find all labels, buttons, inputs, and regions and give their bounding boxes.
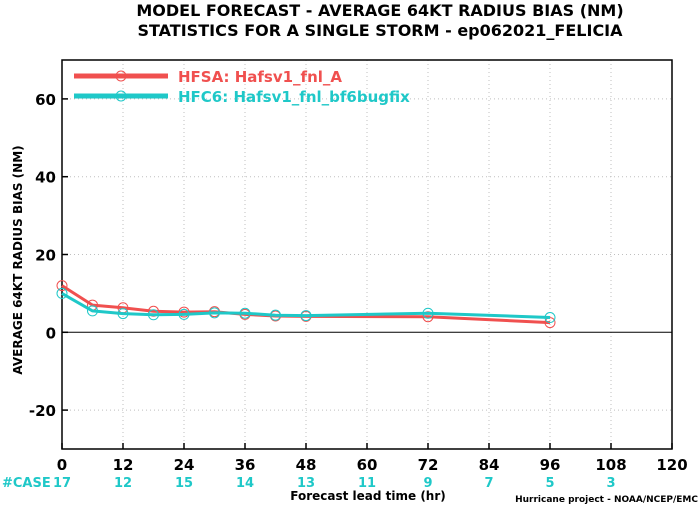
x-axis-label: Forecast lead time (hr) bbox=[290, 489, 446, 503]
y-axis-label: AVERAGE 64KT RADIUS BIAS (NM) bbox=[11, 145, 25, 374]
data-point bbox=[209, 307, 220, 319]
credit-text: Hurricane project - NOAA/NCEP/EMC bbox=[515, 495, 698, 505]
data-point bbox=[300, 310, 312, 322]
y-tick-label: 20 bbox=[35, 247, 56, 265]
x-tick-label: 24 bbox=[174, 456, 195, 474]
x-tick-label: 60 bbox=[357, 456, 378, 474]
legend-marker-2 bbox=[115, 90, 127, 102]
x-tick-label: 84 bbox=[479, 456, 500, 474]
series-line-2 bbox=[61, 292, 551, 319]
case-count: 14 bbox=[236, 476, 254, 491]
x-tick-label: 72 bbox=[418, 456, 439, 474]
y-tick-label: 0 bbox=[46, 324, 56, 342]
legend-label-2: HFC6: Hafsv1_fnl_bf6bugfix bbox=[178, 88, 410, 106]
data-point bbox=[56, 280, 68, 292]
data-point bbox=[178, 308, 190, 320]
case-count: 9 bbox=[423, 476, 432, 491]
data-point bbox=[178, 306, 190, 318]
x-tick-label: 36 bbox=[235, 456, 256, 474]
legend-label-1: HFSA: Hafsv1_fnl_A bbox=[178, 68, 342, 86]
case-count: 17 bbox=[53, 476, 71, 491]
y-tick-label: -20 bbox=[29, 402, 56, 420]
x-tick-label: 12 bbox=[113, 456, 134, 474]
case-count: 12 bbox=[114, 476, 132, 491]
data-point bbox=[87, 305, 98, 317]
data-point bbox=[422, 307, 434, 319]
case-count: 11 bbox=[358, 476, 376, 491]
case-label: #CASE bbox=[2, 476, 51, 491]
case-count: 3 bbox=[606, 476, 615, 491]
data-point bbox=[148, 309, 159, 321]
x-tick-label: 120 bbox=[656, 456, 687, 474]
data-point bbox=[56, 287, 68, 299]
data-point bbox=[117, 308, 129, 320]
case-count: 5 bbox=[545, 476, 554, 491]
chart-title: MODEL FORECAST - AVERAGE 64KT RADIUS BIA… bbox=[136, 1, 623, 20]
plot-area: 0 12 24 36 48 60 72 84 96 108 120 -20 0 20 40 60 HFSA: H… bbox=[2, 59, 688, 491]
case-count: 13 bbox=[297, 476, 315, 491]
legend-marker-1 bbox=[115, 70, 127, 82]
x-tick-label: 108 bbox=[595, 456, 626, 474]
case-count: 7 bbox=[484, 476, 493, 491]
x-tick-label: 0 bbox=[57, 456, 67, 474]
x-tick-label: 48 bbox=[296, 456, 317, 474]
data-point bbox=[544, 317, 556, 329]
data-point bbox=[270, 309, 281, 321]
x-tick-label: 96 bbox=[540, 456, 561, 474]
y-tick-label: 60 bbox=[35, 91, 56, 109]
case-count: 15 bbox=[175, 476, 193, 491]
y-tick-label: 40 bbox=[35, 169, 56, 187]
chart-subtitle: STATISTICS FOR A SINGLE STORM - ep062021… bbox=[137, 21, 623, 40]
data-point bbox=[239, 307, 251, 319]
data-point bbox=[544, 312, 556, 324]
